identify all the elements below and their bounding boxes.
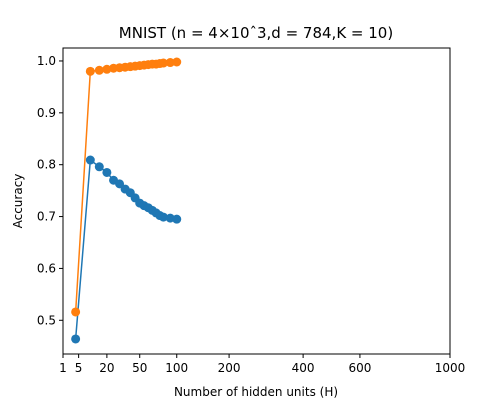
series-1-point	[71, 334, 81, 344]
y-tick-label: 0.6	[37, 261, 56, 275]
x-tick-label: 50	[132, 361, 147, 375]
x-tick-label: 1000	[435, 361, 466, 375]
x-axis-label: Number of hidden units (H)	[174, 385, 338, 399]
y-tick-label: 0.8	[37, 158, 56, 172]
y-axis-label: Accuracy	[11, 174, 25, 229]
series-2-point	[102, 64, 112, 74]
series-1-point	[85, 155, 95, 165]
y-tick-label: 0.7	[37, 210, 56, 224]
x-tick-label: 1	[59, 361, 67, 375]
chart-title: MNIST (n = 4×10ˆ3,d = 784,K = 10)	[119, 24, 393, 42]
x-tick-label: 400	[292, 361, 315, 375]
plot-frame	[62, 47, 451, 355]
y-tick-label: 1.0	[37, 54, 56, 68]
series-1-point	[158, 212, 168, 222]
series-2-point	[94, 65, 104, 75]
series-2-point	[172, 57, 182, 67]
plot-area	[71, 57, 182, 344]
series-2-point	[165, 58, 175, 68]
y-tick-label: 0.5	[37, 313, 56, 327]
series-2-point	[158, 58, 168, 68]
series-2-point	[71, 307, 81, 317]
series-1-point	[172, 214, 182, 224]
x-tick-label: 600	[348, 361, 371, 375]
y-axis-ticks: 0.5 0.6 0.7 0.8 0.9 1.0	[37, 54, 63, 327]
x-axis-ticks: 1 5 20 50 100 200 400 600 1000	[59, 354, 465, 375]
x-tick-label: 200	[218, 361, 241, 375]
y-tick-label: 0.9	[37, 106, 56, 120]
series-2-point	[85, 66, 95, 76]
series-1-point	[102, 167, 112, 177]
x-tick-label: 100	[165, 361, 188, 375]
x-tick-label: 20	[99, 361, 114, 375]
x-tick-label: 5	[75, 361, 83, 375]
series-1-point	[94, 162, 104, 172]
